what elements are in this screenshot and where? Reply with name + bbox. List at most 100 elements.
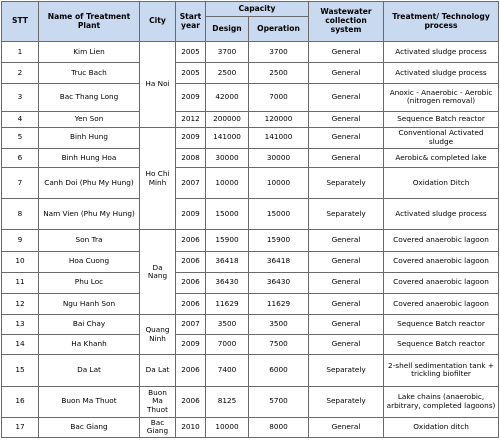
operation-cell: 7000 xyxy=(247,83,310,112)
system-cell: General xyxy=(308,40,385,64)
plant-name-cell: Kim Lien xyxy=(38,40,140,64)
process-cell: Aerobic& completed lake xyxy=(383,147,500,168)
plant-name-cell: Bac Giang xyxy=(38,416,140,439)
operation-cell: 120000 xyxy=(247,110,310,128)
stt-cell: 8 xyxy=(1,198,39,231)
city-cell: Da Lat xyxy=(139,354,176,387)
start-year-cell: 2006 xyxy=(175,292,206,316)
stt-cell: 17 xyxy=(1,416,39,439)
design-cell: 7000 xyxy=(205,334,249,356)
table-row: 5 Binh Hung Ho Chi Minh 2009 141000 1410… xyxy=(1,126,500,231)
system-cell: General xyxy=(308,334,385,356)
stt-cell: 15 xyxy=(1,354,39,387)
design-cell: 15000 xyxy=(205,198,249,231)
table-row: 17 Bac Giang Bac Giang 2010 10000 8000 G… xyxy=(1,416,500,439)
operation-cell: 30000 xyxy=(247,147,310,168)
start-year-cell: 2005 xyxy=(175,40,206,64)
header-city: City xyxy=(139,1,176,42)
stt-cell: 9 xyxy=(1,229,39,252)
table-row: 12 Ngu Hanh Son 2006 11629 11629 General… xyxy=(1,292,500,316)
process-cell: Activated sludge process xyxy=(383,62,500,85)
system-cell: General xyxy=(308,126,385,149)
process-cell: Sequence Batch reactor xyxy=(383,334,500,356)
start-year-cell: 2009 xyxy=(175,334,206,356)
operation-cell: 10000 xyxy=(247,166,310,200)
stt-cell: 11 xyxy=(1,271,39,294)
design-cell: 11629 xyxy=(205,292,249,316)
plant-name-cell: Son Tra xyxy=(38,229,140,252)
process-cell: Sequence Batch reactor xyxy=(383,110,500,128)
table-row: 13 Bai Chay Quang Ninh 2007 3500 3500 Ge… xyxy=(1,314,500,356)
system-cell: Separately xyxy=(308,385,385,418)
table-row: 15 Da Lat Da Lat 2006 7400 6000 Separate… xyxy=(1,354,500,387)
stt-cell: 5 xyxy=(1,126,39,149)
plant-name-cell: Nam Vien (Phu My Hung) xyxy=(38,198,140,231)
stt-cell: 4 xyxy=(1,110,39,128)
design-cell: 3500 xyxy=(205,314,249,336)
table-row: 3 Bac Thang Long 2009 42000 7000 General… xyxy=(1,83,500,112)
plant-name-cell: Hoa Cuong xyxy=(38,250,140,273)
stt-cell: 1 xyxy=(1,40,39,64)
plant-name-cell: Binh Hung xyxy=(38,126,140,149)
system-cell: Separately xyxy=(308,354,385,387)
process-cell: 2-shell sedimentation tank + trickling b… xyxy=(383,354,500,387)
city-cell: Bac Giang xyxy=(139,416,176,439)
table-row: 1 Kim Lien Ha Noi 2005 3700 3700 General… xyxy=(1,40,500,128)
plant-name-cell: Ngu Hanh Son xyxy=(38,292,140,316)
design-cell: 8125 xyxy=(205,385,249,418)
system-cell: General xyxy=(308,250,385,273)
plant-name-cell: Phu Loc xyxy=(38,271,140,294)
start-year-cell: 2005 xyxy=(175,62,206,85)
process-cell: Covered anaerobic lagoon xyxy=(383,271,500,294)
process-cell: Lake chains (anaerobic, arbitrary, compl… xyxy=(383,385,500,418)
process-cell: Covered anaerobic lagoon xyxy=(383,229,500,252)
stt-cell: 2 xyxy=(1,62,39,85)
system-cell: General xyxy=(308,83,385,112)
plant-name-cell: Buon Ma Thuot xyxy=(38,385,140,418)
start-year-cell: 2007 xyxy=(175,314,206,336)
table-row: 11 Phu Loc 2006 36430 36430 General Cove… xyxy=(1,271,500,294)
system-cell: General xyxy=(308,314,385,336)
design-cell: 2500 xyxy=(205,62,249,85)
system-cell: General xyxy=(308,292,385,316)
plant-name-cell: Yen Son xyxy=(38,110,140,128)
design-cell: 3700 xyxy=(205,40,249,64)
start-year-cell: 2012 xyxy=(175,110,206,128)
system-cell: General xyxy=(308,416,385,439)
header-plant-name: Name of Treatment Plant xyxy=(38,1,140,42)
stt-cell: 3 xyxy=(1,83,39,112)
start-year-cell: 2007 xyxy=(175,166,206,200)
stt-cell: 6 xyxy=(1,147,39,168)
operation-cell: 8000 xyxy=(247,416,310,439)
system-cell: Separately xyxy=(308,198,385,231)
design-cell: 200000 xyxy=(205,110,249,128)
stt-cell: 7 xyxy=(1,166,39,200)
table-row: 7 Canh Doi (Phu My Hung) 2007 10000 1000… xyxy=(1,166,500,200)
design-cell: 42000 xyxy=(205,83,249,112)
stt-cell: 10 xyxy=(1,250,39,273)
city-cell: Buon Ma Thuot xyxy=(139,385,176,418)
process-cell: Anoxic - Anaerobic - Aerobic (nitrogen r… xyxy=(383,83,500,112)
table-row: 14 Ha Khanh 2009 7000 7500 General Seque… xyxy=(1,334,500,356)
stt-cell: 16 xyxy=(1,385,39,418)
process-cell: Conventional Activated sludge xyxy=(383,126,500,149)
start-year-cell: 2009 xyxy=(175,126,206,149)
start-year-cell: 2006 xyxy=(175,271,206,294)
table-row: 4 Yen Son 2012 200000 120000 General Seq… xyxy=(1,110,500,128)
start-year-cell: 2008 xyxy=(175,147,206,168)
operation-cell: 7500 xyxy=(247,334,310,356)
process-cell: Covered anaerobic lagoon xyxy=(383,250,500,273)
process-cell: Oxidation ditch xyxy=(383,416,500,439)
system-cell: General xyxy=(308,229,385,252)
operation-cell: 2500 xyxy=(247,62,310,85)
stt-cell: 14 xyxy=(1,334,39,356)
table-row: 9 Son Tra Da Nang 2006 15900 15900 Gener… xyxy=(1,229,500,316)
system-cell: General xyxy=(308,62,385,85)
start-year-cell: 2006 xyxy=(175,354,206,387)
design-cell: 141000 xyxy=(205,126,249,149)
header-wastewater-system: Wastewater collection system xyxy=(308,1,385,42)
start-year-cell: 2010 xyxy=(175,416,206,439)
design-cell: 30000 xyxy=(205,147,249,168)
plant-name-cell: Ha Khanh xyxy=(38,334,140,356)
design-cell: 15900 xyxy=(205,229,249,252)
